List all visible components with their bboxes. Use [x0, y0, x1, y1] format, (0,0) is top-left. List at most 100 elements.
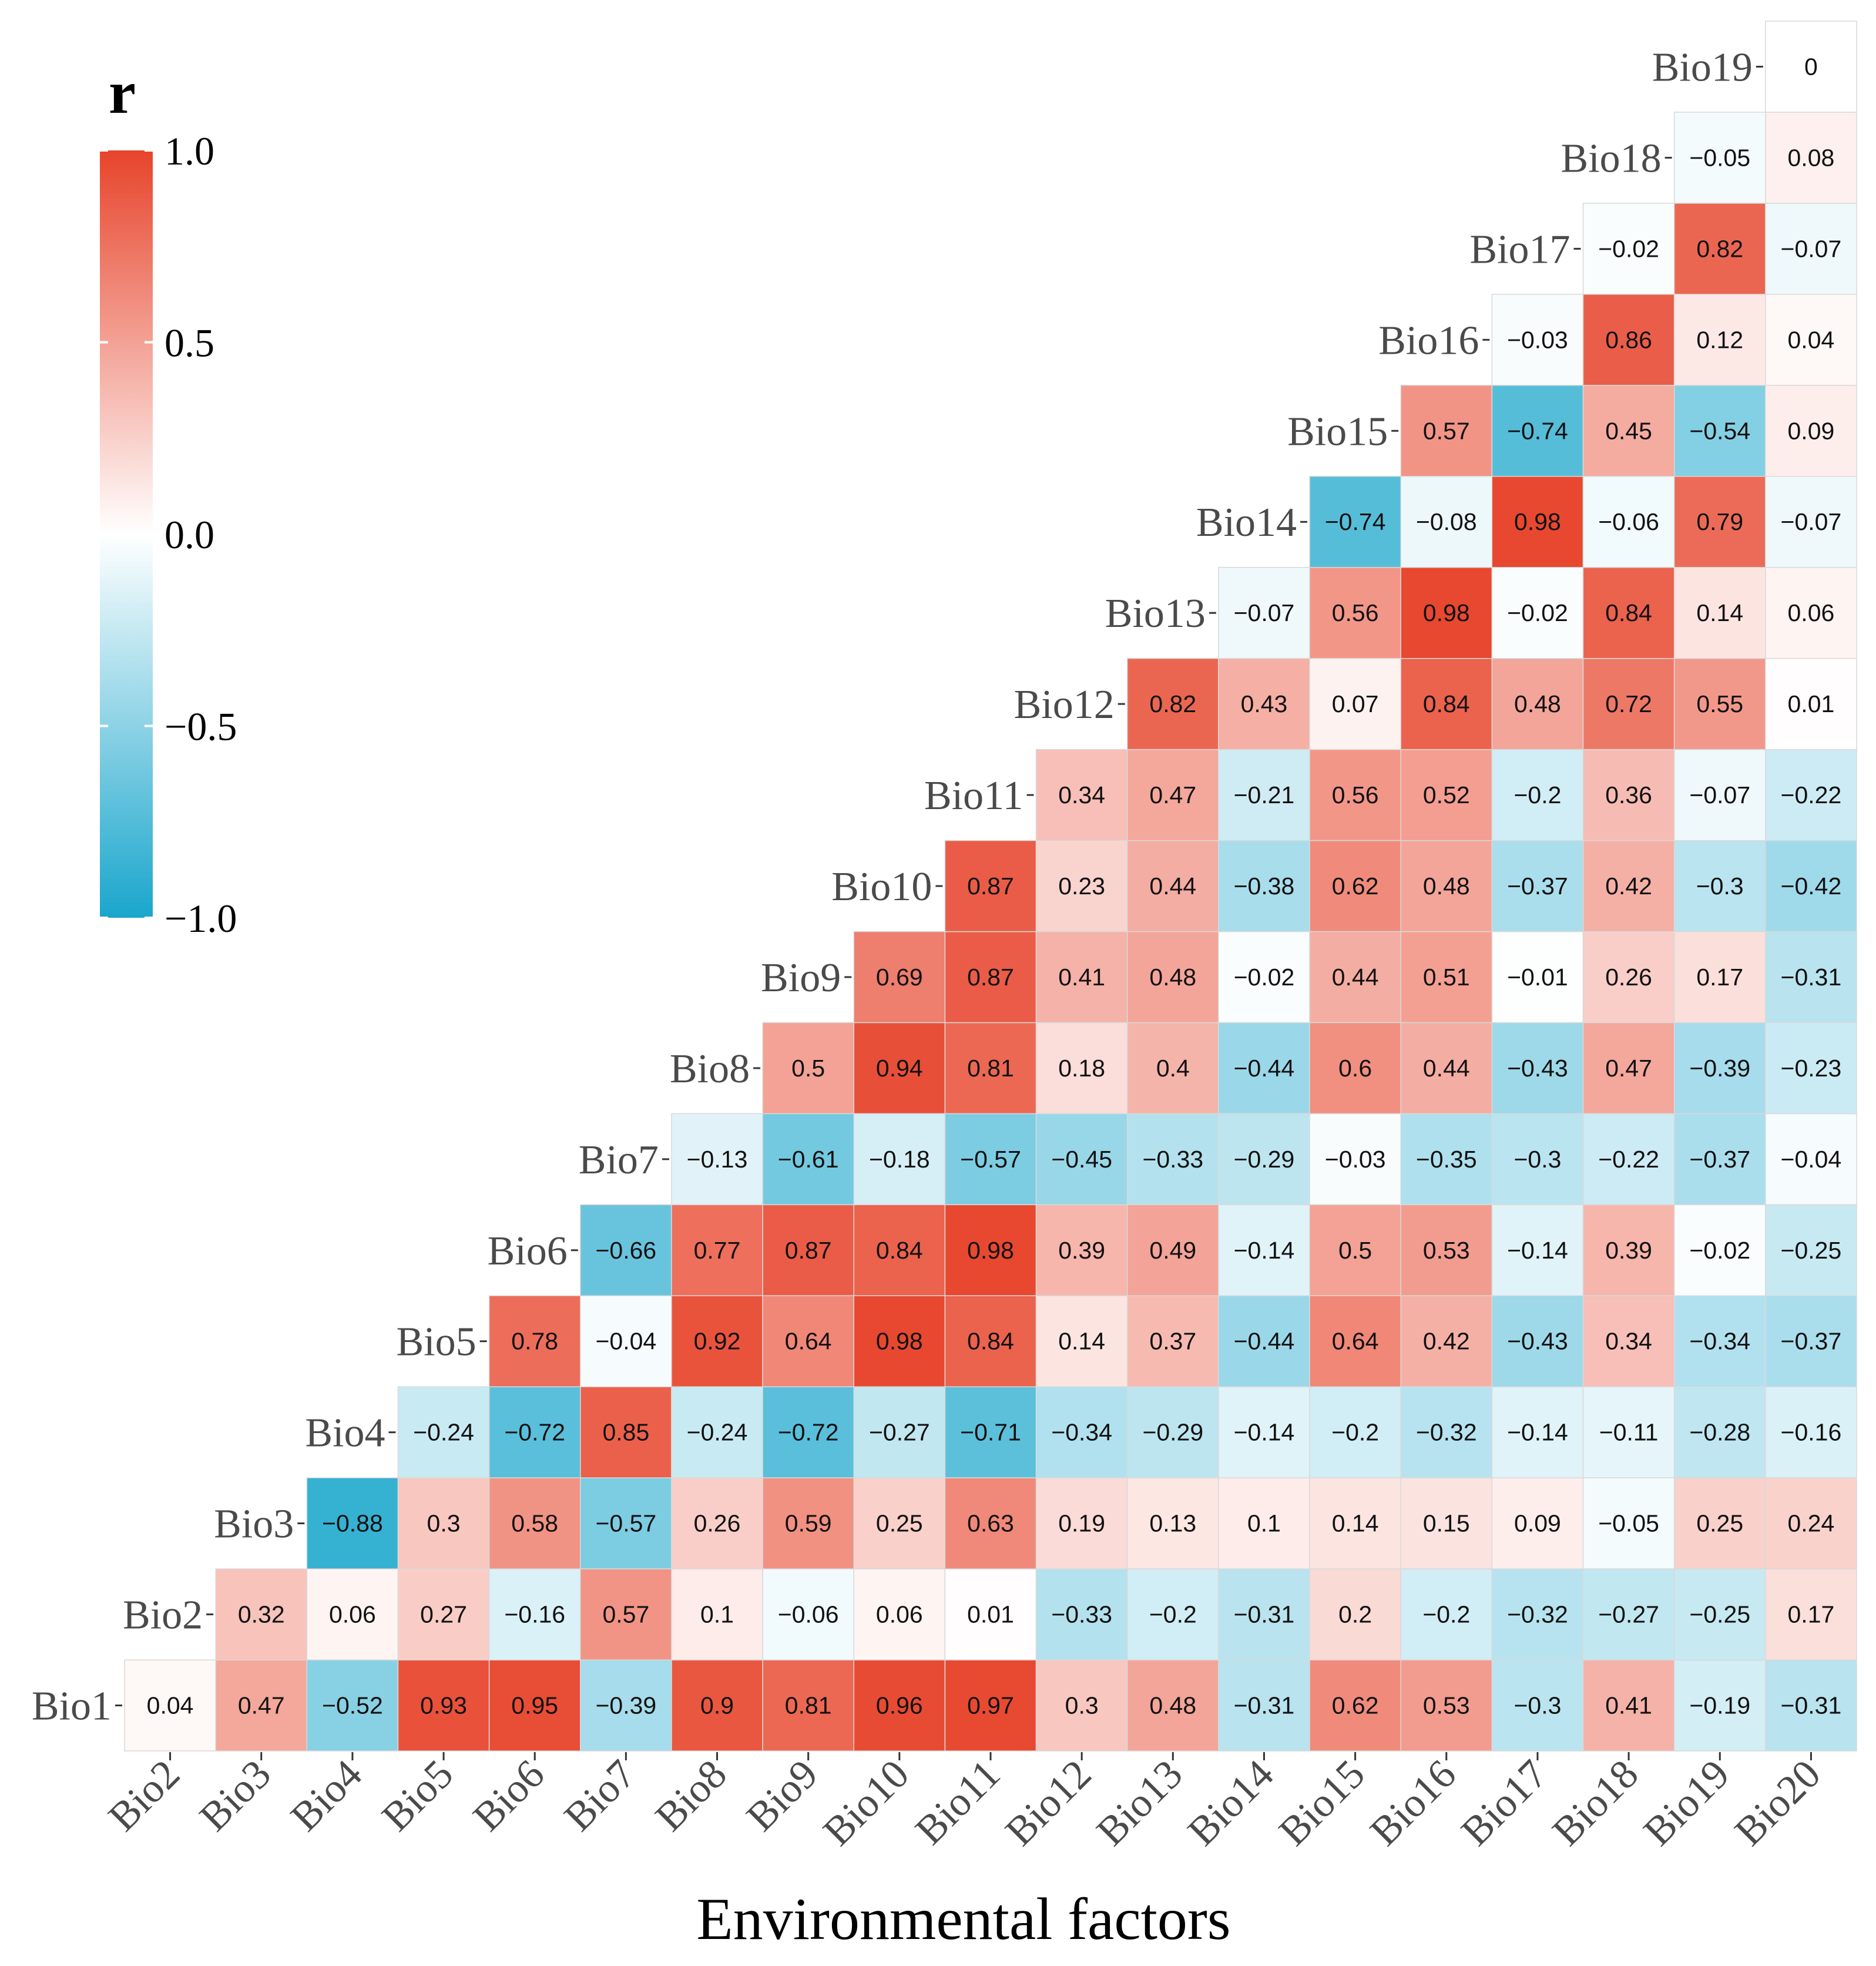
heatmap-cells: 0.04 0.47 −0.52 0.93 0.95 −0.39 0.9 0.81 0.96 0.9… [124, 21, 1857, 1752]
heatmap-cell [1035, 1204, 1128, 1297]
cell-value-label: 0.51 [1423, 964, 1470, 991]
x-tick-label: Bio11 [907, 1752, 1009, 1854]
heatmap-cell [1582, 1568, 1675, 1660]
heatmap-cell [1218, 1477, 1310, 1569]
x-tick-label: Bio7 [556, 1752, 645, 1840]
cell-value-label: 0.58 [511, 1510, 558, 1537]
cell-value-label: −0.22 [1781, 781, 1842, 808]
heatmap-cell [762, 1022, 855, 1115]
cell-value-label: −0.2 [1422, 1601, 1470, 1628]
heatmap-cell [1765, 840, 1857, 932]
heatmap-cell [1765, 112, 1857, 204]
y-tick-label: Bio4 [305, 1411, 385, 1456]
cell-value-label: −0.2 [1331, 1419, 1379, 1446]
cell-value-label: −0.33 [1142, 1146, 1203, 1173]
heatmap-cell [1491, 1204, 1584, 1297]
cell-value-label: −0.3 [1513, 1692, 1561, 1719]
cell-value-label: 0.62 [1332, 873, 1379, 900]
heatmap-cell [1400, 840, 1493, 932]
cell-value-label: −0.02 [1689, 1237, 1750, 1264]
heatmap-cell [580, 1204, 672, 1297]
cell-value-label: −0.61 [778, 1146, 839, 1173]
heatmap-cell [580, 1386, 672, 1478]
heatmap-cell [1765, 1568, 1857, 1660]
heatmap-cell [1400, 657, 1493, 750]
legend-ticks: 1.0 0.5 0.0 −0.5 −1.0 [100, 129, 237, 941]
cell-value-label: 0.85 [602, 1419, 649, 1446]
cell-value-label: 0.2 [1338, 1601, 1372, 1628]
legend-tick-label: 0.0 [165, 512, 214, 557]
y-tick-label: Bio19 [1652, 45, 1753, 90]
cell-value-label: −0.2 [1149, 1601, 1197, 1628]
cell-value-label: 0.15 [1423, 1510, 1470, 1537]
heatmap-cell [1218, 1295, 1310, 1387]
heatmap-cell [1673, 1295, 1766, 1387]
heatmap-cell [1491, 294, 1584, 386]
heatmap-cell [1400, 1204, 1493, 1297]
cell-value-label: 0.78 [511, 1328, 558, 1355]
heatmap-cell [1309, 475, 1401, 568]
heatmap-cell [1309, 1477, 1401, 1569]
heatmap-cell [215, 1568, 308, 1660]
heatmap-cell [1400, 749, 1493, 841]
cell-value-label: 0.26 [1605, 964, 1652, 991]
y-tick-label: Bio7 [579, 1138, 659, 1183]
heatmap-cell [853, 1204, 946, 1297]
heatmap-cell [124, 1659, 216, 1752]
heatmap-cell [1126, 1022, 1219, 1115]
cell-value-label: 0.95 [511, 1692, 558, 1719]
cell-value-label: 0.6 [1338, 1055, 1372, 1082]
cell-value-label: 0.43 [1241, 690, 1288, 717]
heatmap-cell [1218, 566, 1310, 659]
cell-value-label: 0.04 [1788, 326, 1835, 353]
cell-value-label: 0.97 [967, 1692, 1014, 1719]
cell-value-label: −0.72 [504, 1419, 565, 1446]
heatmap-cell [1765, 21, 1857, 113]
cell-value-label: −0.31 [1234, 1601, 1295, 1628]
heatmap-cell [1582, 1113, 1675, 1206]
x-tick-label: Bio18 [1544, 1752, 1647, 1854]
heatmap-cell [944, 931, 1037, 1024]
cell-value-label: 0.01 [1788, 690, 1835, 717]
heatmap-cell [1491, 1568, 1584, 1660]
cell-value-label: 0.63 [967, 1510, 1014, 1537]
cell-value-label: −0.39 [1689, 1055, 1750, 1082]
cell-value-label: 0.24 [1788, 1510, 1835, 1537]
cell-value-label: 0.14 [1058, 1328, 1105, 1355]
cell-value-label: 0.06 [876, 1601, 923, 1628]
x-tick-label: Bio12 [997, 1752, 1100, 1854]
heatmap-cell [1035, 1386, 1128, 1478]
cell-value-label: −0.88 [322, 1510, 383, 1537]
heatmap-cell [1400, 1386, 1493, 1478]
cell-value-label: −0.07 [1689, 781, 1750, 808]
cell-value-label: 0.52 [1423, 781, 1470, 808]
cell-value-label: −0.27 [1598, 1601, 1659, 1628]
heatmap-cell [1400, 1295, 1493, 1387]
heatmap-cell [1582, 840, 1675, 932]
heatmap-cell [944, 1113, 1037, 1206]
heatmap-cell [1035, 1022, 1128, 1115]
cell-value-label: 0.44 [1423, 1055, 1470, 1082]
cell-value-label: 0.44 [1149, 873, 1196, 900]
cell-value-label: −0.19 [1689, 1692, 1750, 1719]
cell-value-label: −0.38 [1234, 873, 1295, 900]
heatmap-cell [1582, 1204, 1675, 1297]
heatmap-cell [1673, 1386, 1766, 1478]
legend-tick-label: −0.5 [165, 704, 237, 749]
heatmap-cell [1218, 1659, 1310, 1752]
cell-value-label: 0.36 [1605, 781, 1652, 808]
heatmap-cell [853, 1568, 946, 1660]
cell-value-label: −0.07 [1234, 599, 1295, 626]
cell-value-label: 0.47 [1149, 781, 1196, 808]
heatmap-cell [580, 1477, 672, 1569]
cell-value-label: 0.1 [1247, 1510, 1281, 1537]
cell-value-label: −0.31 [1781, 1692, 1842, 1719]
cell-value-label: −0.66 [595, 1237, 656, 1264]
cell-value-label: 0.08 [1788, 144, 1835, 171]
cell-value-label: 0.53 [1423, 1237, 1470, 1264]
cell-value-label: −0.72 [778, 1419, 839, 1446]
heatmap-cell [1765, 1113, 1857, 1206]
heatmap-cell [1035, 840, 1128, 932]
cell-value-label: −0.34 [1689, 1328, 1750, 1355]
heatmap-cell [1582, 1386, 1675, 1478]
